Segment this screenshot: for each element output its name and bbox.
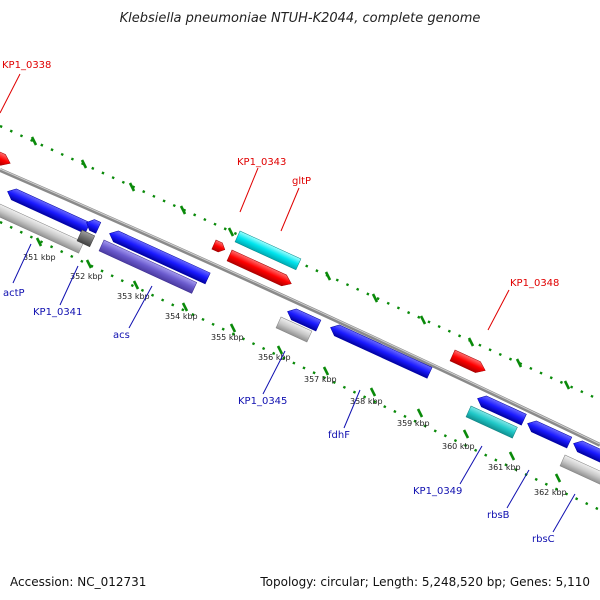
gene-labels: KP1_0338 KP1_0343 gltP KP1_0348 actP KP1… <box>2 60 559 545</box>
label-actP[interactable]: actP <box>3 288 25 299</box>
kbp-label: 360 kbp <box>442 442 475 451</box>
gene-kp1-0343[interactable] <box>211 239 227 254</box>
kbp-label: 352 kbp <box>70 272 103 281</box>
label-leaders <box>0 73 576 533</box>
kbp-label: 353 kbp <box>117 292 150 301</box>
leader-acs <box>128 285 153 329</box>
gene-kp1-0349[interactable] <box>465 405 518 439</box>
topology-text: Topology: circular; Length: 5,248,520 bp… <box>259 575 590 589</box>
gene-fdhF[interactable] <box>328 322 433 379</box>
label-kp1-0338[interactable]: KP1_0338 <box>2 60 51 71</box>
label-rbsB[interactable]: rbsB <box>487 510 510 521</box>
kbp-label: 351 kbp <box>23 253 56 262</box>
gene-kp1-0341[interactable] <box>84 217 102 234</box>
leader-rbsB <box>506 469 530 509</box>
label-kp1-0349[interactable]: KP1_0349 <box>413 486 462 497</box>
gene-gltP[interactable] <box>234 230 302 271</box>
label-gltP[interactable]: gltP <box>292 176 311 187</box>
gene-kp1-0344[interactable] <box>226 249 294 289</box>
label-kp1-0343[interactable]: KP1_0343 <box>237 157 286 168</box>
gene-rbsC-blue[interactable] <box>571 438 600 466</box>
gene-acs-blue[interactable] <box>107 228 211 285</box>
outer-tick-track <box>0 124 600 402</box>
leader-kp1-0338 <box>0 73 21 114</box>
map-title: Klebsiella pneumoniae NTUH-K2044, comple… <box>120 11 481 26</box>
label-rbsC[interactable]: rbsC <box>532 534 555 545</box>
leader-gltP <box>280 187 300 232</box>
gene-rbsB[interactable] <box>525 418 573 449</box>
leader-actP <box>12 243 32 284</box>
kbp-label: 359 kbp <box>397 419 430 428</box>
kbp-label: 354 kbp <box>165 312 198 321</box>
gene-kp1-0345[interactable] <box>275 316 313 343</box>
leader-kp1-0345 <box>262 350 286 395</box>
leader-kp1-0341 <box>59 265 79 306</box>
gene-kp1-0340-dark[interactable] <box>76 229 96 248</box>
kbp-labels: 351 kbp 352 kbp 353 kbp 354 kbp 355 kbp … <box>23 253 567 497</box>
label-acs[interactable]: acs <box>113 330 130 341</box>
gene-kp1-0338[interactable] <box>0 149 13 169</box>
kbp-label: 362 kbp <box>534 488 567 497</box>
accession-text: Accession: NC_012731 <box>10 575 146 589</box>
gene-kp1-0345-blue[interactable] <box>285 306 322 332</box>
kbp-label: 358 kbp <box>350 397 383 406</box>
leader-rbsC <box>552 493 576 533</box>
gene-acs[interactable] <box>98 239 198 294</box>
outer-major-ticks <box>30 136 571 390</box>
gene-actP[interactable] <box>0 203 84 254</box>
leader-fdhF <box>343 389 361 429</box>
leader-kp1-0348 <box>487 289 510 331</box>
leader-kp1-0343 <box>239 167 259 213</box>
genome-backbone-highlight <box>0 168 600 445</box>
gene-rbsC[interactable] <box>559 454 600 488</box>
kbp-label: 355 kbp <box>211 333 244 342</box>
leader-kp1-0349 <box>459 445 483 485</box>
label-kp1-0341[interactable]: KP1_0341 <box>33 307 82 318</box>
label-fdhF[interactable]: fdhF <box>328 430 350 441</box>
kbp-label: 357 kbp <box>304 375 337 384</box>
kbp-label: 356 kbp <box>258 353 291 362</box>
gene-kp1-0349-blue[interactable] <box>475 393 527 426</box>
kbp-label: 361 kbp <box>488 463 521 472</box>
genome-backbone <box>0 168 600 447</box>
gene-actP-blue[interactable] <box>5 186 91 234</box>
label-kp1-0348[interactable]: KP1_0348 <box>510 278 559 289</box>
gene-kp1-0348[interactable] <box>449 349 488 376</box>
inner-major-ticks <box>35 237 562 483</box>
label-kp1-0345[interactable]: KP1_0345 <box>238 396 287 407</box>
